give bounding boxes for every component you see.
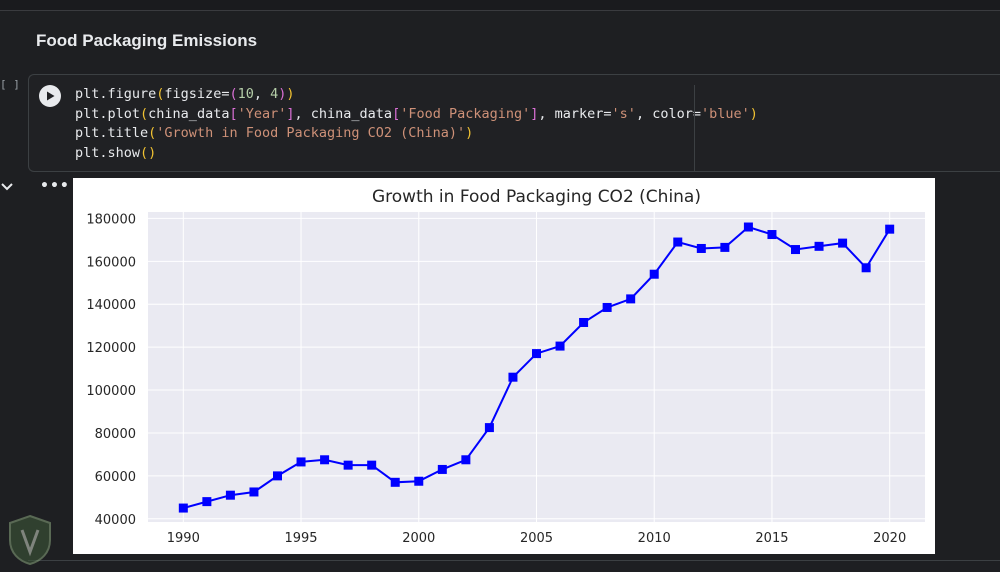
y-tick-label: 160000	[86, 255, 136, 270]
code-editor[interactable]: plt.figure(figsize=(10, 4)) plt.plot(chin…	[75, 85, 758, 163]
data-point	[579, 317, 589, 327]
code-token: )	[286, 86, 295, 102]
data-point	[367, 460, 377, 470]
line-chart: 1990 1995 2000 2005 2010 2015 2020 40000 60000 80…	[86, 187, 925, 546]
code-token: plt.figure	[75, 86, 157, 102]
data-point	[508, 372, 518, 382]
data-point	[296, 457, 306, 467]
code-token: 'Year'	[237, 105, 287, 122]
code-token: ]	[286, 105, 295, 122]
y-tick-label: 100000	[86, 384, 136, 399]
x-tick-label: 1990	[167, 531, 200, 546]
code-token: , china_data	[294, 105, 393, 122]
x-tick-label: 2015	[755, 531, 788, 546]
data-point	[249, 487, 259, 497]
code-token: 'Food Packaging'	[400, 105, 531, 122]
data-point	[649, 269, 659, 279]
code-line: plt.show()	[75, 144, 758, 164]
x-tick-label: 2010	[638, 531, 671, 546]
code-token: )	[749, 105, 758, 122]
code-token: 'Growth in Food Packaging CO2 (China)'	[156, 125, 466, 141]
section-heading: Food Packaging Emissions	[36, 31, 258, 50]
data-point	[343, 460, 353, 470]
code-token: )	[278, 86, 287, 102]
y-tick-label: 40000	[95, 513, 136, 528]
data-point	[885, 224, 895, 234]
code-token: [	[229, 105, 238, 122]
code-line: plt.figure(figsize=(10, 4))	[75, 85, 758, 105]
code-token: plt.title	[75, 125, 149, 141]
cell-bottom-divider	[28, 560, 1000, 561]
code-token: [	[392, 105, 401, 122]
data-point	[225, 490, 235, 500]
code-line: plt.title('Growth in Food Packaging CO2 …	[75, 124, 758, 144]
data-point	[273, 471, 282, 481]
run-cell-button[interactable]	[39, 85, 61, 107]
data-point	[484, 423, 494, 433]
data-point	[320, 455, 330, 465]
code-token: (	[156, 86, 165, 102]
data-point	[791, 245, 800, 255]
data-point	[838, 238, 848, 248]
data-point	[814, 241, 824, 251]
data-point	[414, 476, 424, 486]
data-point	[626, 294, 636, 304]
x-tick-label: 2000	[402, 531, 435, 546]
play-icon	[47, 91, 55, 101]
code-token: ]	[530, 105, 539, 122]
code-token: 'blue'	[700, 105, 750, 122]
x-tick-label: 1995	[284, 531, 317, 546]
code-cell[interactable]: plt.figure(figsize=(10, 4)) plt.plot(chin…	[28, 74, 1000, 172]
code-line: plt.plot(china_data['Year'], china_data[…	[75, 105, 758, 125]
data-point	[437, 464, 447, 474]
data-point	[767, 230, 777, 240]
data-point	[696, 243, 706, 253]
data-point	[178, 503, 188, 513]
code-token: 10	[237, 86, 254, 102]
x-tick-label: 2020	[873, 531, 906, 546]
markdown-cell[interactable]: Food Packaging Emissions	[28, 10, 1000, 72]
data-point	[673, 237, 683, 247]
code-token: ,	[253, 86, 271, 102]
y-tick-label: 60000	[95, 470, 136, 485]
chart-title: Growth in Food Packaging CO2 (China)	[372, 187, 701, 207]
data-point	[602, 302, 612, 312]
y-tick-label: 120000	[86, 341, 136, 356]
code-token: , color=	[635, 105, 701, 122]
code-token: )	[465, 125, 474, 141]
data-point	[532, 349, 541, 359]
code-token: ()	[140, 144, 157, 161]
code-token: 4	[270, 86, 279, 102]
execution-count: [ ]	[0, 78, 20, 91]
output-menu-button[interactable]: •••	[40, 178, 70, 194]
data-point	[202, 497, 212, 507]
data-point	[461, 455, 471, 465]
code-token: (	[148, 125, 157, 141]
shield-logo-icon	[9, 514, 51, 566]
code-token: , marker=	[538, 105, 612, 122]
code-token: 's'	[611, 105, 636, 122]
code-token: plt.show	[75, 144, 141, 161]
data-point	[720, 242, 730, 252]
data-point	[390, 477, 400, 487]
y-tick-label: 180000	[86, 212, 136, 227]
data-point	[861, 263, 871, 273]
data-point	[555, 341, 565, 351]
top-toolbar-strip	[0, 0, 1000, 11]
x-tick-label: 2005	[520, 531, 553, 546]
code-token: (	[229, 86, 238, 102]
y-tick-label: 80000	[95, 427, 136, 442]
y-tick-label: 140000	[86, 298, 136, 313]
code-token: china_data	[148, 105, 230, 122]
data-point	[743, 222, 753, 232]
cell-output: 1990 1995 2000 2005 2010 2015 2020 40000 60000 80…	[73, 178, 935, 554]
editor-ruler	[694, 85, 695, 171]
code-token: plt.plot	[75, 105, 141, 122]
code-token: (	[140, 105, 149, 122]
chevron-down-icon[interactable]	[0, 180, 14, 194]
code-token: figsize=	[164, 86, 230, 102]
